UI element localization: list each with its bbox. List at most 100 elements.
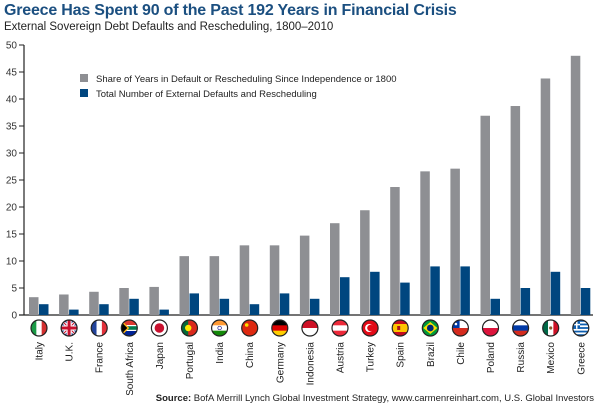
category-label: Germany bbox=[275, 342, 286, 383]
flag-outline bbox=[511, 319, 530, 337]
bar-total-defaults bbox=[340, 277, 350, 315]
bar-share-years bbox=[29, 297, 39, 315]
mexico-flag-icon bbox=[542, 319, 560, 337]
bar-share-years bbox=[480, 115, 490, 316]
bar-total-defaults bbox=[39, 304, 49, 315]
y-tick-label: 25 bbox=[6, 176, 18, 187]
bar-share-years bbox=[239, 245, 250, 315]
greece-flag-icon bbox=[572, 319, 590, 337]
spain-flag-icon bbox=[391, 319, 409, 337]
y-tick-label: 30 bbox=[6, 149, 18, 160]
y-tick-label: 50 bbox=[6, 41, 18, 52]
bar-share-years bbox=[390, 187, 400, 315]
bar-total-defaults bbox=[129, 298, 139, 315]
flag-outline bbox=[271, 319, 289, 337]
bar-share-years bbox=[330, 223, 340, 315]
category-label: U.K. bbox=[65, 342, 76, 361]
germany-flag-icon bbox=[271, 319, 289, 337]
bar-share-years bbox=[540, 78, 551, 315]
flag-outline bbox=[150, 319, 168, 337]
bar-share-years bbox=[179, 256, 189, 315]
chart-title: Greece Has Spent 90 of the Past 192 Year… bbox=[4, 2, 457, 19]
flag-outline bbox=[542, 319, 560, 337]
category-label: Mexico bbox=[546, 342, 557, 374]
chart-subtitle: External Sovereign Debt Defaults and Res… bbox=[4, 21, 334, 33]
flag-outline bbox=[301, 319, 319, 337]
flag-outline bbox=[120, 319, 138, 337]
india-flag-icon bbox=[211, 319, 229, 337]
flag-outline bbox=[241, 319, 259, 337]
bar-share-years bbox=[269, 245, 280, 315]
category-label: Portugal bbox=[185, 342, 196, 379]
y-tick-label: 45 bbox=[6, 68, 18, 79]
bar-total-defaults bbox=[279, 293, 290, 315]
bar-total-defaults bbox=[309, 298, 320, 315]
flag-outline bbox=[60, 319, 78, 337]
bar-share-years bbox=[209, 256, 220, 315]
legend-swatch-total bbox=[80, 89, 88, 97]
bar-share-years bbox=[360, 210, 370, 315]
japan-flag-icon bbox=[150, 319, 168, 337]
bar-share-years bbox=[510, 106, 521, 316]
bar-total-defaults bbox=[249, 304, 260, 315]
y-tick-label: 40 bbox=[6, 95, 18, 106]
category-label: Poland bbox=[486, 342, 497, 373]
flag-outline bbox=[481, 319, 500, 337]
brazil-flag-icon bbox=[421, 319, 439, 337]
bar-total-defaults bbox=[400, 282, 410, 315]
bar-chart: 0 5 10 15 20 25 30 35 40 45 50 Italy U.K. France Sout… bbox=[6, 41, 593, 395]
bar-share-years bbox=[420, 171, 430, 315]
source-note: Source: BofA Merrill Lynch Global Invest… bbox=[156, 393, 594, 404]
bar-share-years bbox=[119, 288, 129, 315]
category-label: Turkey bbox=[366, 342, 377, 372]
bar-total-defaults bbox=[460, 266, 470, 315]
bar-share-years bbox=[149, 286, 159, 315]
category-label: France bbox=[95, 342, 106, 374]
bar-total-defaults bbox=[159, 309, 169, 315]
flag-outline bbox=[90, 319, 108, 337]
x-categories: Italy U.K. France South Africa Japan Portugal… bbox=[30, 319, 590, 395]
category-label: Greece bbox=[576, 342, 587, 375]
flag-outline bbox=[421, 319, 439, 337]
bar-share-years bbox=[59, 294, 69, 315]
bar-total-defaults bbox=[580, 288, 591, 315]
bar-total-defaults bbox=[99, 304, 109, 315]
flag-outline bbox=[391, 319, 409, 337]
uk-flag-icon bbox=[60, 319, 78, 337]
y-tick-label: 35 bbox=[6, 122, 18, 133]
legend: Share of Years in Default or Reschedulin… bbox=[80, 74, 397, 100]
flag-outline bbox=[572, 319, 590, 337]
portugal-flag-icon bbox=[180, 319, 199, 337]
bar-total-defaults bbox=[189, 293, 199, 315]
legend-label-share: Share of Years in Default or Reschedulin… bbox=[96, 74, 397, 85]
france-flag-icon bbox=[90, 319, 108, 337]
flag-outline bbox=[361, 319, 379, 337]
flag-outline bbox=[180, 319, 199, 337]
category-label: Japan bbox=[155, 342, 166, 369]
category-label: Spain bbox=[396, 342, 407, 368]
legend-swatch-share bbox=[80, 74, 88, 82]
bar-share-years bbox=[89, 291, 99, 315]
y-tick-label: 20 bbox=[6, 203, 18, 214]
bar-share-years bbox=[450, 168, 460, 315]
bar-total-defaults bbox=[370, 271, 380, 315]
bar-total-defaults bbox=[219, 298, 230, 315]
bar-share-years bbox=[570, 55, 581, 316]
category-label: Italy bbox=[35, 342, 46, 360]
bar-total-defaults bbox=[490, 298, 500, 315]
category-label: Indonesia bbox=[305, 342, 316, 386]
y-tick-label: 5 bbox=[11, 284, 17, 295]
source-label: Source: bbox=[155, 393, 192, 404]
turkey-flag-icon bbox=[361, 319, 379, 337]
poland-flag-icon bbox=[481, 319, 500, 337]
south-africa-flag-icon bbox=[120, 319, 138, 337]
legend-label-total: Total Number of External Defaults and Re… bbox=[96, 89, 317, 100]
flag-outline bbox=[211, 319, 229, 337]
flag-outline bbox=[331, 319, 349, 337]
chile-flag-icon bbox=[451, 319, 469, 337]
category-label: Brazil bbox=[426, 342, 437, 367]
source-text: BofA Merrill Lynch Global Investment Str… bbox=[191, 393, 594, 404]
category-label: Austria bbox=[336, 342, 347, 374]
bars bbox=[29, 55, 591, 316]
category-label: India bbox=[215, 342, 226, 364]
